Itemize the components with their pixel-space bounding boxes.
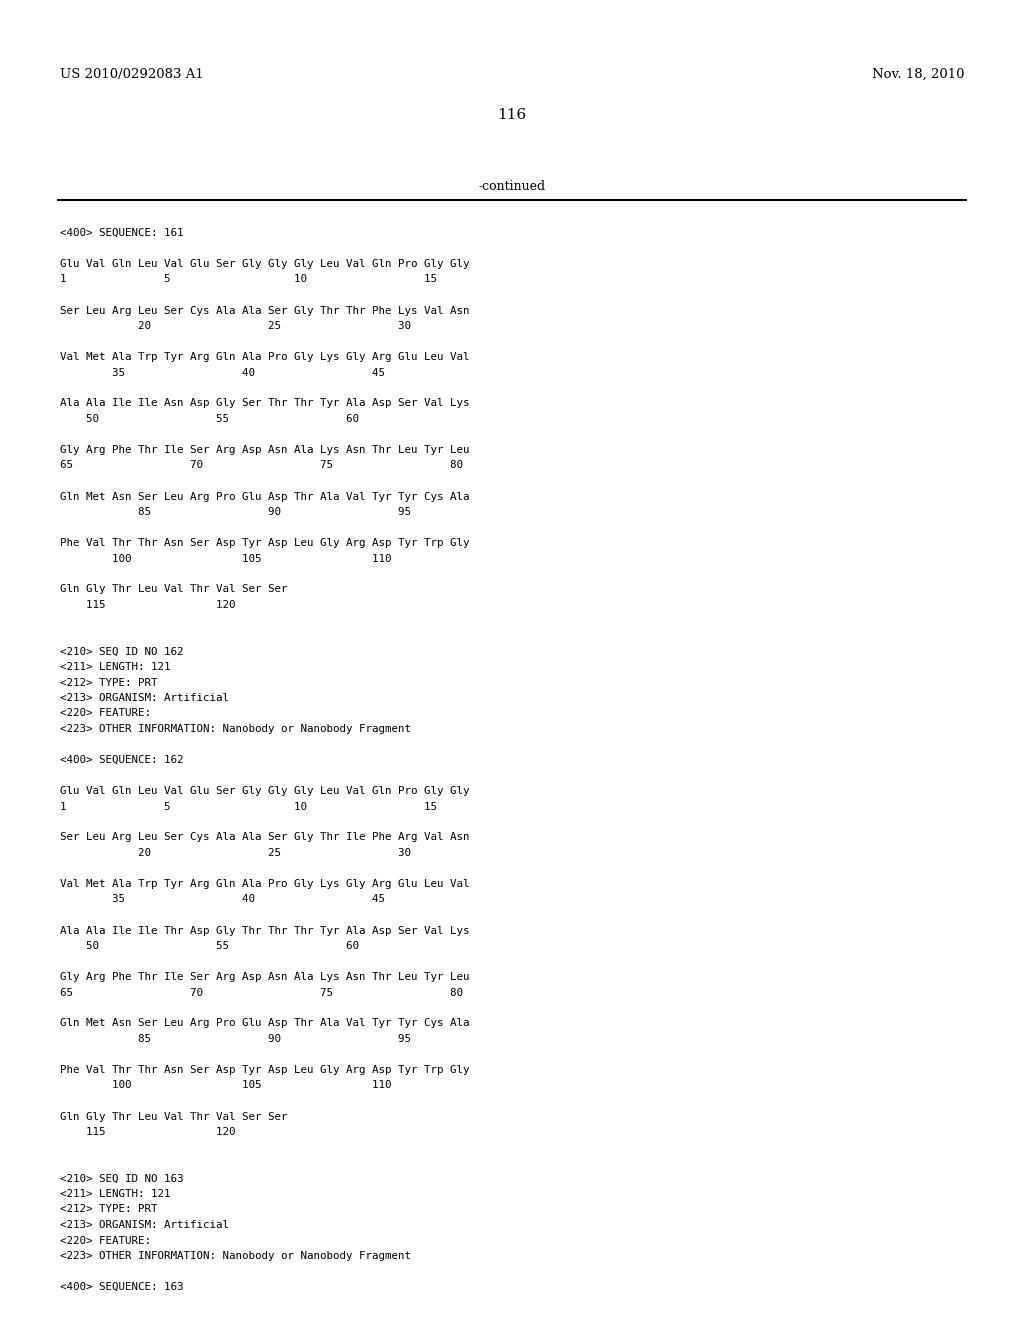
Text: 35                  40                  45: 35 40 45: [60, 895, 385, 904]
Text: <220> FEATURE:: <220> FEATURE:: [60, 1236, 151, 1246]
Text: 20                  25                  30: 20 25 30: [60, 321, 411, 331]
Text: <400> SEQUENCE: 162: <400> SEQUENCE: 162: [60, 755, 183, 766]
Text: 50                  55                  60: 50 55 60: [60, 941, 359, 950]
Text: Ala Ala Ile Ile Thr Asp Gly Thr Thr Thr Tyr Ala Asp Ser Val Lys: Ala Ala Ile Ile Thr Asp Gly Thr Thr Thr …: [60, 925, 469, 936]
Text: 65                  70                  75                  80: 65 70 75 80: [60, 987, 463, 998]
Text: 100                 105                 110: 100 105 110: [60, 553, 391, 564]
Text: 50                  55                  60: 50 55 60: [60, 414, 359, 424]
Text: <223> OTHER INFORMATION: Nanobody or Nanobody Fragment: <223> OTHER INFORMATION: Nanobody or Nan…: [60, 1251, 411, 1261]
Text: <211> LENGTH: 121: <211> LENGTH: 121: [60, 1189, 171, 1199]
Text: <210> SEQ ID NO 163: <210> SEQ ID NO 163: [60, 1173, 183, 1184]
Text: -continued: -continued: [478, 180, 546, 193]
Text: Glu Val Gln Leu Val Glu Ser Gly Gly Gly Leu Val Gln Pro Gly Gly: Glu Val Gln Leu Val Glu Ser Gly Gly Gly …: [60, 259, 469, 269]
Text: 20                  25                  30: 20 25 30: [60, 847, 411, 858]
Text: 115                 120: 115 120: [60, 1127, 236, 1137]
Text: <212> TYPE: PRT: <212> TYPE: PRT: [60, 1204, 158, 1214]
Text: Gln Gly Thr Leu Val Thr Val Ser Ser: Gln Gly Thr Leu Val Thr Val Ser Ser: [60, 1111, 288, 1122]
Text: 115                 120: 115 120: [60, 601, 236, 610]
Text: Ser Leu Arg Leu Ser Cys Ala Ala Ser Gly Thr Ile Phe Arg Val Asn: Ser Leu Arg Leu Ser Cys Ala Ala Ser Gly …: [60, 833, 469, 842]
Text: Gln Met Asn Ser Leu Arg Pro Glu Asp Thr Ala Val Tyr Tyr Cys Ala: Gln Met Asn Ser Leu Arg Pro Glu Asp Thr …: [60, 1019, 469, 1028]
Text: Ser Leu Arg Leu Ser Cys Ala Ala Ser Gly Thr Thr Phe Lys Val Asn: Ser Leu Arg Leu Ser Cys Ala Ala Ser Gly …: [60, 305, 469, 315]
Text: <210> SEQ ID NO 162: <210> SEQ ID NO 162: [60, 647, 183, 656]
Text: <212> TYPE: PRT: <212> TYPE: PRT: [60, 677, 158, 688]
Text: Ala Ala Ile Ile Asn Asp Gly Ser Thr Thr Tyr Ala Asp Ser Val Lys: Ala Ala Ile Ile Asn Asp Gly Ser Thr Thr …: [60, 399, 469, 408]
Text: 65                  70                  75                  80: 65 70 75 80: [60, 461, 463, 470]
Text: Gly Arg Phe Thr Ile Ser Arg Asp Asn Ala Lys Asn Thr Leu Tyr Leu: Gly Arg Phe Thr Ile Ser Arg Asp Asn Ala …: [60, 972, 469, 982]
Text: 1               5                   10                  15: 1 5 10 15: [60, 801, 437, 812]
Text: Phe Val Thr Thr Asn Ser Asp Tyr Asp Leu Gly Arg Asp Tyr Trp Gly: Phe Val Thr Thr Asn Ser Asp Tyr Asp Leu …: [60, 539, 469, 548]
Text: <220> FEATURE:: <220> FEATURE:: [60, 709, 151, 718]
Text: Gly Arg Phe Thr Ile Ser Arg Asp Asn Ala Lys Asn Thr Leu Tyr Leu: Gly Arg Phe Thr Ile Ser Arg Asp Asn Ala …: [60, 445, 469, 455]
Text: US 2010/0292083 A1: US 2010/0292083 A1: [60, 69, 204, 81]
Text: 116: 116: [498, 108, 526, 121]
Text: <400> SEQUENCE: 163: <400> SEQUENCE: 163: [60, 1282, 183, 1292]
Text: 85                  90                  95: 85 90 95: [60, 507, 411, 517]
Text: Nov. 18, 2010: Nov. 18, 2010: [871, 69, 964, 81]
Text: Glu Val Gln Leu Val Glu Ser Gly Gly Gly Leu Val Gln Pro Gly Gly: Glu Val Gln Leu Val Glu Ser Gly Gly Gly …: [60, 785, 469, 796]
Text: <400> SEQUENCE: 161: <400> SEQUENCE: 161: [60, 228, 183, 238]
Text: Phe Val Thr Thr Asn Ser Asp Tyr Asp Leu Gly Arg Asp Tyr Trp Gly: Phe Val Thr Thr Asn Ser Asp Tyr Asp Leu …: [60, 1065, 469, 1074]
Text: 85                  90                  95: 85 90 95: [60, 1034, 411, 1044]
Text: 35                  40                  45: 35 40 45: [60, 367, 385, 378]
Text: Val Met Ala Trp Tyr Arg Gln Ala Pro Gly Lys Gly Arg Glu Leu Val: Val Met Ala Trp Tyr Arg Gln Ala Pro Gly …: [60, 352, 469, 362]
Text: Gln Gly Thr Leu Val Thr Val Ser Ser: Gln Gly Thr Leu Val Thr Val Ser Ser: [60, 585, 288, 594]
Text: <223> OTHER INFORMATION: Nanobody or Nanobody Fragment: <223> OTHER INFORMATION: Nanobody or Nan…: [60, 723, 411, 734]
Text: Gln Met Asn Ser Leu Arg Pro Glu Asp Thr Ala Val Tyr Tyr Cys Ala: Gln Met Asn Ser Leu Arg Pro Glu Asp Thr …: [60, 491, 469, 502]
Text: <213> ORGANISM: Artificial: <213> ORGANISM: Artificial: [60, 693, 229, 704]
Text: 100                 105                 110: 100 105 110: [60, 1081, 391, 1090]
Text: Val Met Ala Trp Tyr Arg Gln Ala Pro Gly Lys Gly Arg Glu Leu Val: Val Met Ala Trp Tyr Arg Gln Ala Pro Gly …: [60, 879, 469, 888]
Text: <211> LENGTH: 121: <211> LENGTH: 121: [60, 663, 171, 672]
Text: 1               5                   10                  15: 1 5 10 15: [60, 275, 437, 285]
Text: <213> ORGANISM: Artificial: <213> ORGANISM: Artificial: [60, 1220, 229, 1230]
